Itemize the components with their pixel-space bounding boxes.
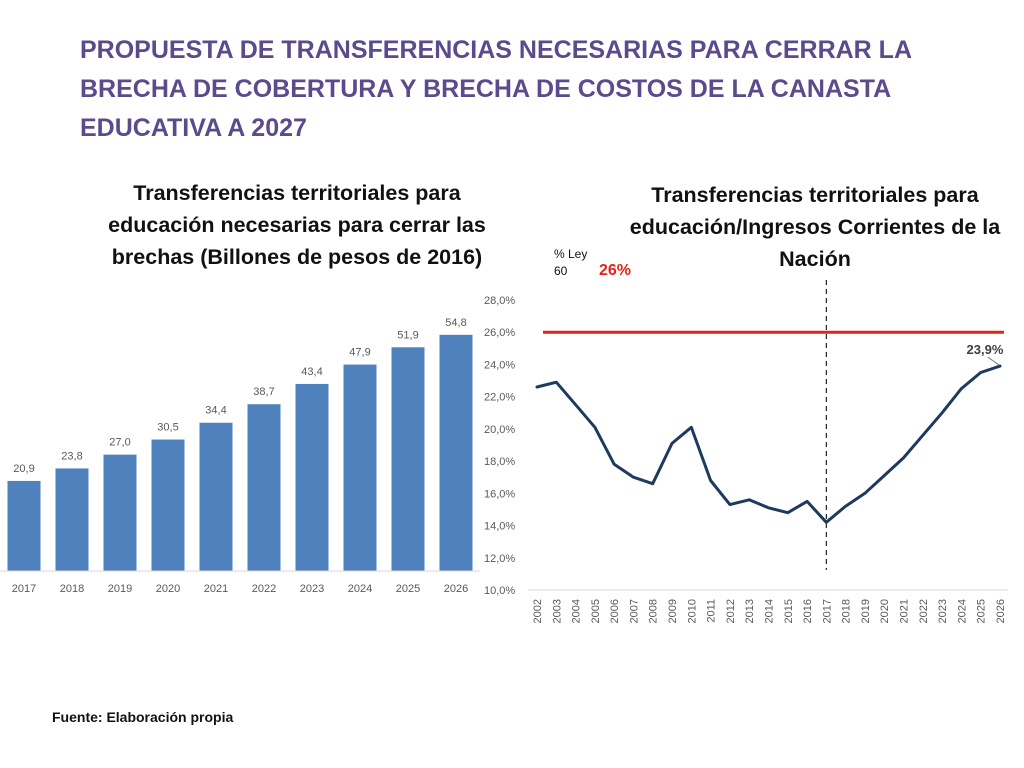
bar-value-label: 43,4 [301,366,322,378]
bar-category-label: 2023 [300,583,324,595]
x-tick-label: 2016 [802,599,814,623]
x-tick-label: 2026 [995,599,1007,623]
reference-line-label: % Ley 60 [554,247,588,278]
bar-2017 [7,480,41,571]
bar-value-label: 51,9 [397,329,418,341]
y-tick-label: 20,0% [484,424,515,436]
bar-chart: 20,9 2017 23,8 2018 27,0 2019 30,5 2020 34,4 2021… [0,317,480,595]
slide-title: PROPUESTA DE TRANSFERENCIAS NECESARIAS P… [80,31,980,148]
bar-category-label: 2024 [348,583,372,595]
series-line [535,364,1002,524]
bar-value-label: 47,9 [349,347,370,359]
line-chart-title-line: Nación [779,247,851,271]
x-tick-label: 2014 [763,599,775,623]
x-tick-label: 2023 [937,599,949,623]
bar-value-label: 34,4 [205,405,226,417]
reference-line-value-label: 26% [599,262,632,279]
bar-2025 [391,347,425,571]
x-tick-label: 2019 [860,599,872,623]
bar-value-label: 38,7 [253,386,274,398]
x-tick-label: 2024 [956,599,968,623]
y-tick-label: 26,0% [484,327,515,339]
x-tick-label: 2021 [899,599,911,623]
x-tick-label: 2015 [783,599,795,623]
x-tick-label: 2005 [590,599,602,623]
line-chart-title-line: Transferencias territoriales para [651,183,979,207]
bar-value-label: 27,0 [109,437,130,449]
bar-category-label: 2026 [444,583,468,595]
y-tick-label: 18,0% [484,456,515,468]
y-tick-label: 14,0% [484,521,515,533]
x-tick-label: 2022 [918,599,930,623]
y-tick-label: 12,0% [484,553,515,565]
bar-category-label: 2018 [60,583,84,595]
bar-value-label: 30,5 [157,422,178,434]
line-chart: 10,0% 12,0% 14,0% 16,0% 18,0% 20,0% 22,0% 24,0%… [484,280,1008,623]
bar-chart-title-line: Transferencias territoriales para [133,181,461,205]
x-tick-label: 2025 [976,599,988,623]
x-tick-label: 2004 [571,599,583,623]
bar-2024 [343,364,377,571]
x-tick-label: 2002 [532,599,544,623]
bar-2021 [199,422,233,571]
y-tick-label: 22,0% [484,392,515,404]
bar-value-label: 20,9 [13,463,34,475]
source-footer: Fuente: Elaboración propia [52,709,234,725]
x-tick-label: 2007 [628,599,640,623]
slide-title-line: BRECHA DE COBERTURA Y BRECHA DE COSTOS D… [80,75,892,103]
y-tick-label: 10,0% [484,585,515,597]
bar-chart-title: Transferencias territoriales para educac… [97,177,497,273]
bar-value-label: 54,8 [445,317,466,329]
bar-value-label: 23,8 [61,450,82,462]
bar-2019 [103,454,137,571]
slide-title-line: EDUCATIVA A 2027 [80,114,307,142]
bar-category-label: 2022 [252,583,276,595]
x-tick-label: 2011 [706,599,718,623]
x-tick-label: 2009 [667,599,679,623]
x-tick-label: 2006 [609,599,621,623]
x-tick-label: 2010 [686,599,698,623]
line-chart-title: Transferencias territoriales para educac… [610,179,1020,275]
bar-2026 [439,334,473,571]
bar-2020 [151,439,185,571]
x-tick-label: 2003 [551,599,563,623]
x-tick-label: 2018 [841,599,853,623]
y-tick-label: 28,0% [484,295,515,307]
y-tick-label: 24,0% [484,359,515,371]
x-tick-label: 2012 [725,599,737,623]
bar-2018 [55,468,89,571]
last-value-leader-line [987,356,1000,366]
bar-category-label: 2025 [396,583,420,595]
x-tick-label: 2017 [821,599,833,623]
bar-2023 [295,383,329,571]
bar-category-label: 2017 [12,583,36,595]
bar-category-label: 2021 [204,583,228,595]
last-value-label: 23,9% [967,342,1004,357]
bar-category-label: 2020 [156,583,180,595]
slide-title-line: PROPUESTA DE TRANSFERENCIAS NECESARIAS P… [80,36,913,64]
x-tick-label: 2020 [879,599,891,623]
bar-category-label: 2019 [108,583,132,595]
bar-chart-title-line: educación necesarias para cerrar las [108,213,486,237]
bar-2022 [247,404,281,571]
bar-chart-title-line: brechas (Billones de pesos de 2016) [111,245,483,269]
x-tick-label: 2008 [648,599,660,623]
line-chart-title-line: educación/Ingresos Corrientes de la [629,215,1001,239]
y-tick-label: 16,0% [484,488,515,500]
x-tick-label: 2013 [744,599,756,623]
